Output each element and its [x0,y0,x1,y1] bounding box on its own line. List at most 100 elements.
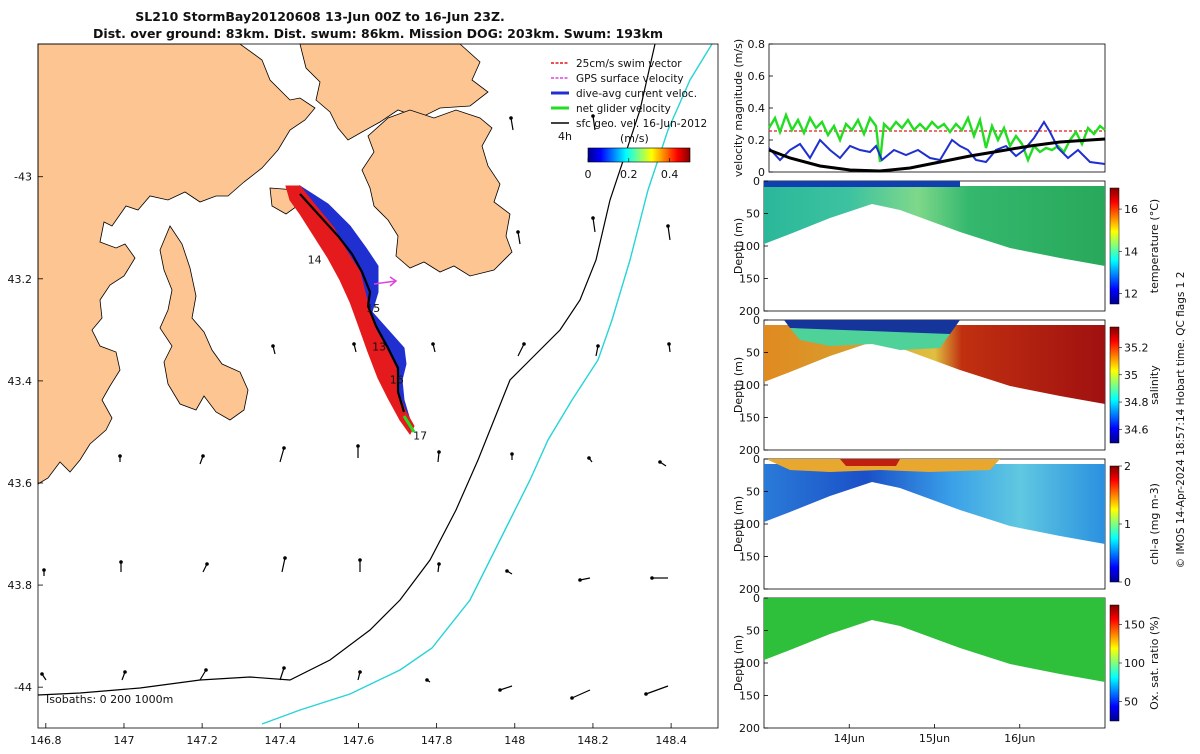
sfc-velocity-arrowhead [205,562,209,566]
legend-item-sfc-geo-velocity: sfc geo. vel. 16-Jun-2012 [551,118,707,130]
sfc-velocity-arrowhead [505,569,509,573]
map-x-axis: 146.8 147 147.2 147.4 147.6 147.8 148 148.2 148.… [30,723,687,747]
map-cbar-tick-label: 0 [585,168,592,181]
map-legend: 25cm/s swim vector GPS surface velocity … [551,58,707,181]
oxygen-cbar-tick-label: 150 [1124,618,1145,631]
sfc-velocity-arrowhead [271,344,275,348]
sfc-velocity-arrowhead [650,576,654,580]
chla-y-axis: 0 50 100 150 200 [739,453,768,596]
map-y-axis: -43 43.2 43.4 43.6 43.8 -44 [8,171,43,694]
time-tick-label: 15Jun [919,732,950,745]
sfc-velocity-arrowhead [591,216,595,220]
velocity-ylabel: velocity magnitude (m/s) [732,39,745,177]
chla-depth-tick-label: 200 [739,583,760,596]
surface-velocity-arrows [40,114,671,700]
sfc-velocity-arrowhead [282,446,286,450]
sfc-velocity-arrowhead [437,562,441,566]
salinity-y-axis: 0 50 100 150 200 [739,314,768,457]
legend-label-sfc-geo-velocity: sfc geo. vel. 16-Jun-2012 [576,118,707,130]
oxygen-colorbar [1109,604,1120,722]
temperature-cbar-tick-label: 12 [1124,287,1138,300]
sfc-velocity-arrowhead [42,568,46,572]
sfc-velocity-arrow [517,231,521,245]
velocity-panel-background [768,43,1106,173]
isobaths-label: Isobaths: 0 200 1000m [46,693,173,706]
sfc-velocity-arrowhead [283,556,287,560]
sfc-velocity-arrowhead [201,454,205,458]
figure-title-line-2: Dist. over ground: 83km. Dist. swum: 86k… [93,26,663,41]
chla-ylabel: Depth (m) [732,496,745,552]
velocity-black-series [768,137,1106,173]
velocity-green-series [767,111,1106,164]
sfc-velocity-arrowhead [591,114,595,118]
chla-panel: Depth (m) 0 50 100 150 200 0 1 2 chl-a (mg m-3… [732,453,1161,596]
map-x-tick-label: 147.2 [186,734,218,747]
temperature-colorbar-ticks: 12 14 16 [1119,203,1138,300]
oxygen-depth-tick-label: 200 [739,722,760,735]
legend-item-net-glider-velocity: net glider velocity [551,103,671,115]
chla-depth-tick-label: 100 [739,518,760,531]
map-x-tick-label: 148.2 [577,734,609,747]
sfc-velocity-arrow [667,225,671,241]
velocity-y-tick-label: 0.4 [748,102,766,115]
map-frame [37,43,719,729]
temperature-colorbar [1109,187,1120,305]
legend-item-swim-vector: 25cm/s swim vector [551,58,682,70]
map-x-tick-label: 147.8 [421,734,453,747]
sfc-velocity-arrow [499,685,513,691]
land-tasman-peninsula [361,109,513,277]
day-label: 17 [413,430,427,443]
map-x-tick-label: 148.4 [655,734,687,747]
temperature-depth-tick-label: 100 [739,240,760,253]
temperature-panel: Depth (m) 0 50 100 150 200 12 14 16 temperatur… [732,175,1161,318]
sfc-velocity-arrow [645,685,669,695]
sfc-velocity-arrowhead [644,692,648,696]
sfc-velocity-arrowhead [570,696,574,700]
temperature-depth-tick-label: 150 [739,273,760,286]
chla-colorbar-ticks: 0 1 2 [1119,460,1131,589]
isobath-200m [37,43,656,696]
oxygen-depth-tick-label: 100 [739,657,760,670]
map-y-tick-label: -44 [14,681,32,694]
sfc-velocity-arrowhead [510,452,514,456]
sfc-velocity-arrowhead [123,670,127,674]
sfc-velocity-arrow [571,689,591,699]
legend-label-gps-velocity: GPS surface velocity [576,73,684,85]
map-cbar-tick-label: 0.4 [661,168,679,181]
velocity-y-tick-label: 0.8 [748,38,766,51]
copyright-footer: © IMOS 14-Apr-2024 18:57:14 Hobart time.… [1175,272,1187,569]
day-label: 16 [390,373,404,386]
net-glider-velocity [402,415,416,433]
map-x-tick-label: 148 [504,734,525,747]
sfc-velocity-arrowhead [358,558,362,562]
sfc-velocity-arrowhead [516,230,520,234]
glider-track [299,193,406,413]
land-peninsula [159,225,249,421]
sfc-velocity-arrowhead [119,560,123,564]
temperature-section [764,186,1105,266]
oxygen-cbar-tick-label: 50 [1124,696,1138,709]
salinity-cbar-tick-label: 34.8 [1124,396,1149,409]
velocity-y-tick-label: 0 [758,166,765,179]
map-y-tick-label: -43 [14,171,32,184]
temperature-depth-tick-label: 50 [746,208,760,221]
chla-depth-tick-label: 0 [753,453,760,466]
sfc-velocity-arrowhead [118,454,122,458]
salinity-panel: Depth (m) 0 50 100 150 200 34.6 34.8 35 35.2 sa… [732,314,1161,457]
sfc-velocity-arrowhead [437,450,441,454]
chla-cbar-label: chl-a (mg m-3) [1148,483,1161,565]
chla-colorbar [1109,465,1120,583]
sfc-velocity-arrowhead [431,342,435,346]
oxygen-cbar-label: Ox. sat. ratio (%) [1148,616,1161,710]
legend-label-net-glider-velocity: net glider velocity [576,103,671,115]
sfc-velocity-arrowhead [509,116,513,120]
map-colorbar [587,147,691,163]
salinity-cbar-label: salinity [1148,365,1161,405]
map-y-tick-label: 43.8 [8,579,33,592]
velocity-y-tick-label: 0.2 [748,134,766,147]
temperature-cbar-label: temperature (°C) [1148,199,1161,293]
chla-surface-peak [840,459,900,466]
oxygen-cbar-tick-label: 100 [1124,657,1145,670]
gps-surface-velocity-arrow [373,276,398,287]
